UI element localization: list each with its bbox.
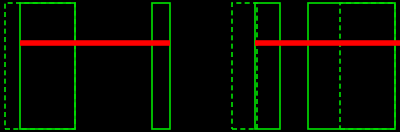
Bar: [152, 3, 170, 129]
Bar: [232, 3, 257, 129]
Bar: [308, 3, 395, 129]
Bar: [255, 3, 280, 129]
Bar: [340, 3, 395, 129]
Bar: [20, 3, 75, 129]
Bar: [5, 3, 75, 129]
